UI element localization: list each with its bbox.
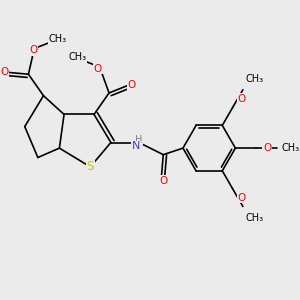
Text: CH₃: CH₃ bbox=[48, 34, 67, 44]
Text: O: O bbox=[237, 193, 246, 203]
Text: O: O bbox=[237, 94, 246, 103]
Text: CH₃: CH₃ bbox=[68, 52, 86, 62]
Text: O: O bbox=[29, 45, 37, 55]
Text: H: H bbox=[135, 135, 142, 145]
Text: O: O bbox=[0, 68, 8, 77]
Text: CH₃: CH₃ bbox=[282, 143, 300, 153]
Text: O: O bbox=[128, 80, 136, 91]
Text: CH₃: CH₃ bbox=[245, 213, 263, 223]
Text: S: S bbox=[87, 160, 94, 173]
Text: O: O bbox=[94, 64, 102, 74]
Text: O: O bbox=[263, 143, 272, 153]
Text: N: N bbox=[132, 141, 140, 151]
Text: CH₃: CH₃ bbox=[245, 74, 263, 83]
Text: O: O bbox=[159, 176, 167, 186]
